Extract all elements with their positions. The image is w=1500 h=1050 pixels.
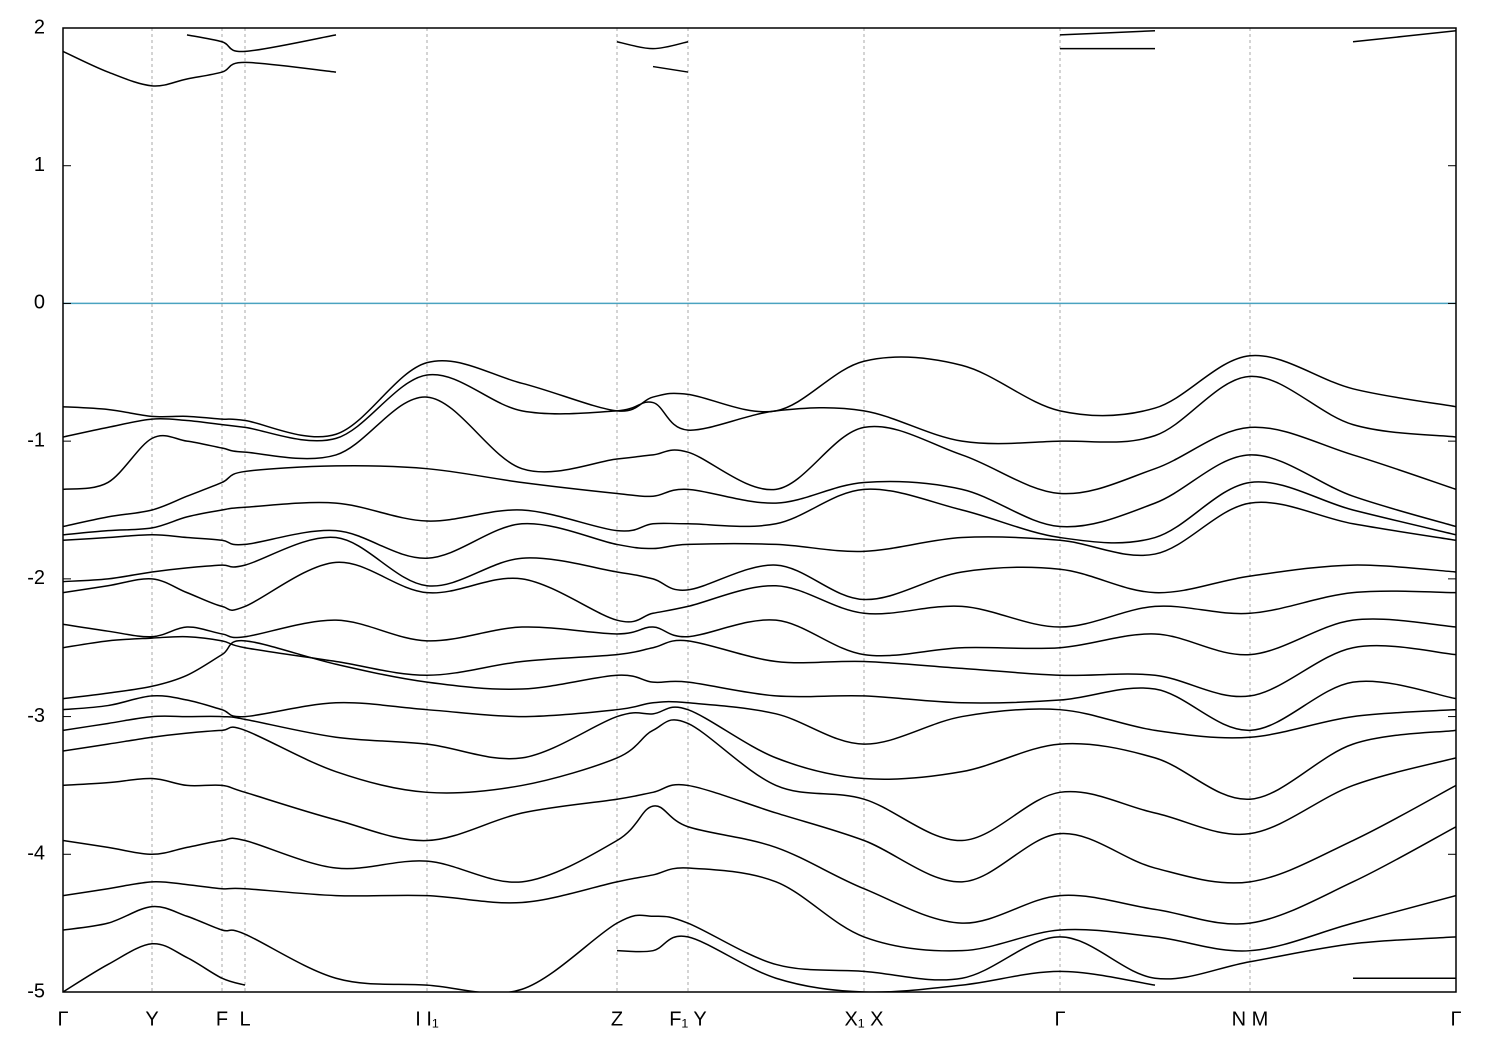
- band-line: [63, 481, 1456, 544]
- band-line: [186, 30, 1456, 53]
- band-line: [63, 536, 1456, 601]
- grid: [62, 28, 1457, 992]
- band-line: [63, 905, 1456, 992]
- x-tick-label: X₁ X: [845, 1008, 884, 1030]
- x-tick-label: Γ: [57, 1008, 68, 1030]
- band-line: [63, 396, 1456, 495]
- band-line: [63, 354, 1456, 438]
- axes: 2 1 0 -1 -2 -3 -4 -5 Γ Y F L I I₁ Z F₁ Y X₁ X Γ N M Γ: [27, 16, 1461, 1030]
- band-line: [63, 454, 1456, 528]
- bands: [63, 30, 1456, 992]
- y-tick-label: 0: [34, 292, 45, 314]
- band-line: [63, 935, 1456, 992]
- band-line: [63, 777, 1456, 884]
- x-tick-label: Y: [145, 1008, 158, 1030]
- x-tick-label: Z: [611, 1008, 623, 1030]
- band-line: [63, 706, 1456, 800]
- band-line: [63, 501, 1456, 559]
- y-tick-label: -5: [27, 980, 45, 1002]
- x-tick-label: Γ: [1054, 1008, 1065, 1030]
- y-tick-label: -2: [27, 567, 45, 589]
- band-line: [63, 635, 1456, 698]
- band-line: [63, 47, 1155, 87]
- x-tick-label: I I₁: [415, 1008, 439, 1030]
- band-line: [63, 561, 1456, 628]
- y-tick-label: -4: [27, 843, 45, 865]
- x-tick-label: Γ: [1450, 1008, 1461, 1030]
- y-tick-label: 1: [34, 154, 45, 176]
- x-tick-label: F₁ Y: [669, 1008, 707, 1030]
- y-tick-label: 2: [34, 16, 45, 38]
- y-tick-label: -1: [27, 429, 45, 451]
- x-tick-label: N M: [1232, 1008, 1269, 1030]
- x-tick-label: L: [239, 1008, 250, 1030]
- x-tick-label: F: [216, 1008, 228, 1030]
- band-line: [63, 719, 1456, 842]
- band-line: [63, 618, 1456, 657]
- plot-frame: [62, 27, 1457, 993]
- band-line: [63, 373, 1456, 445]
- band-line: [63, 867, 1456, 952]
- band-line: [63, 805, 1456, 925]
- band-line: [63, 639, 1456, 732]
- band-line: [63, 694, 1456, 745]
- y-tick-label: -3: [27, 705, 45, 727]
